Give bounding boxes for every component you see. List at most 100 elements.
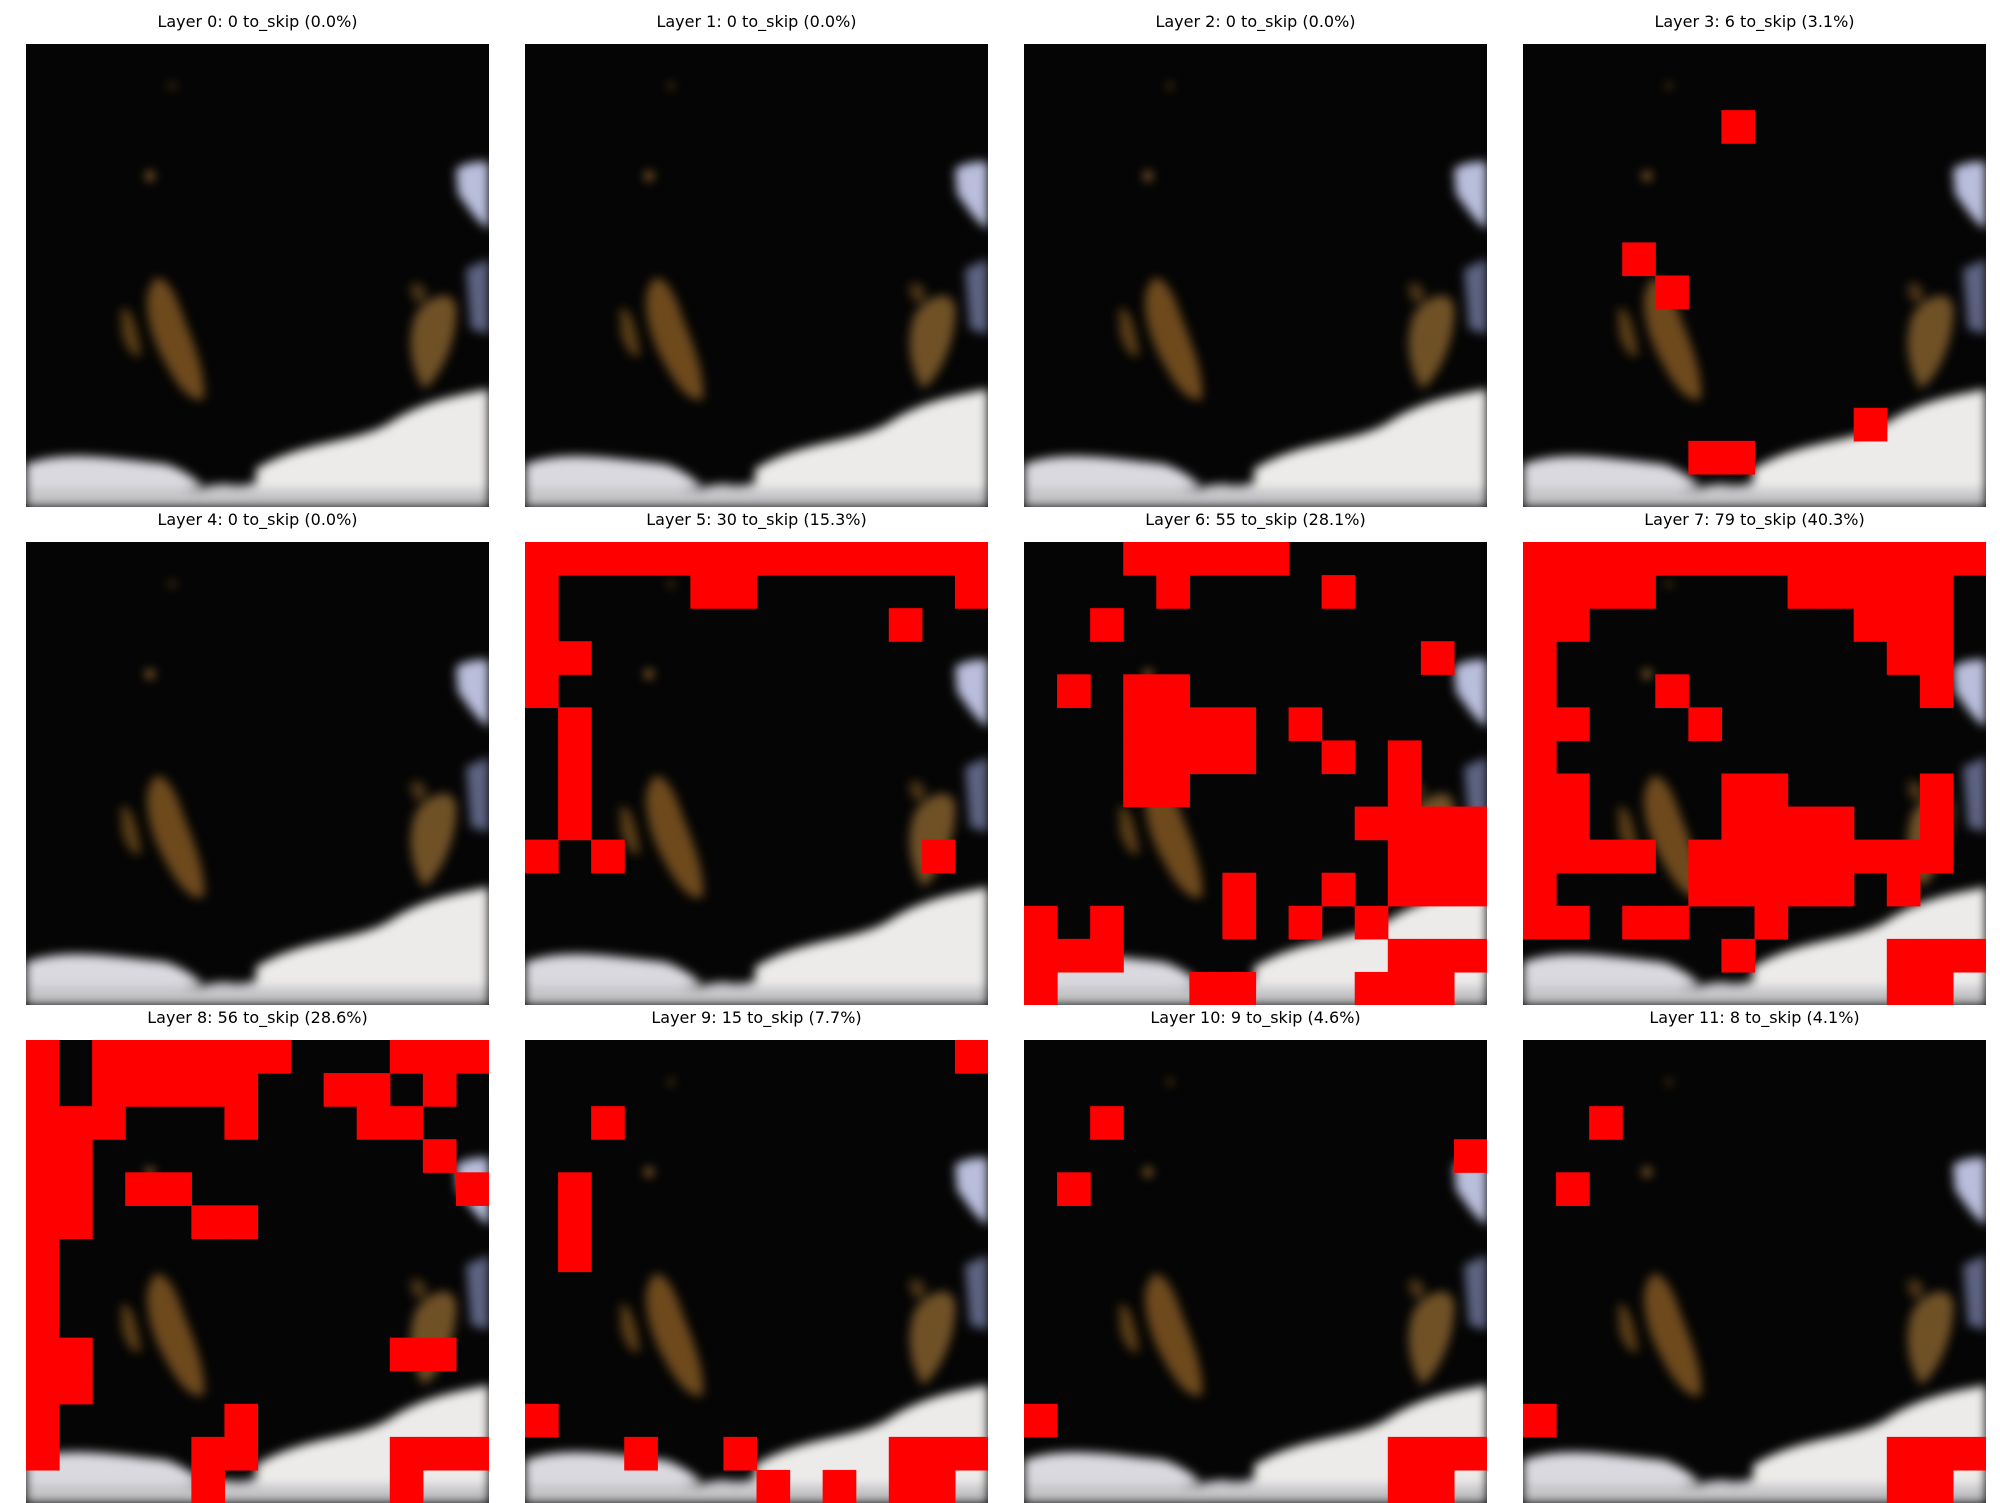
skip-cell — [1853, 839, 1888, 874]
skip-cell — [1222, 542, 1257, 576]
skip-cell — [26, 1205, 60, 1240]
skip-cell — [558, 740, 592, 775]
skip-cell — [1919, 641, 1954, 675]
skip-cell — [558, 641, 592, 675]
skip-cell — [26, 1139, 60, 1173]
panel-image — [26, 542, 489, 1005]
skip-mask — [1523, 1106, 1986, 1503]
skip-cell — [1886, 938, 1921, 973]
skip-cell — [1721, 773, 1756, 808]
skip-cell — [1754, 773, 1789, 808]
skip-cell — [1222, 740, 1257, 775]
skip-cell — [1420, 806, 1455, 841]
skip-cell — [1556, 707, 1590, 742]
skip-cell — [921, 1436, 956, 1471]
skip-cell — [191, 1436, 226, 1471]
skip-cell — [1523, 806, 1557, 841]
skip-cell — [1787, 542, 1822, 576]
skip-cell — [1523, 674, 1557, 708]
skip-cell — [954, 542, 988, 576]
panel-title: Layer 5: 30 to_skip (15.3%) — [646, 510, 867, 529]
skip-cell — [558, 1205, 592, 1240]
skip-cell — [1655, 905, 1689, 940]
scene-photo — [26, 1079, 489, 1503]
skip-cell — [1853, 608, 1888, 642]
skip-cell — [422, 1337, 457, 1372]
skip-cell — [1321, 575, 1356, 609]
skip-cell — [1321, 872, 1356, 907]
skip-cell — [525, 641, 559, 675]
skip-cell — [1952, 938, 1986, 973]
skip-cell — [1952, 1436, 1986, 1471]
skip-cell — [1589, 1106, 1623, 1140]
layer-panel: Layer 7: 79 to_skip (40.3%) — [1523, 506, 1986, 1005]
skip-cell — [455, 1172, 489, 1206]
skip-cell — [1721, 806, 1756, 841]
layer-panel: Layer 4: 0 to_skip (0.0%) — [26, 506, 489, 1005]
skip-cell — [822, 1469, 857, 1503]
skip-cell — [525, 542, 559, 576]
skip-cell — [1420, 872, 1455, 907]
skip-cell — [92, 1073, 126, 1107]
skip-cell — [1255, 542, 1290, 576]
layer-panel: Layer 5: 30 to_skip (15.3%) — [525, 506, 988, 1005]
skip-cell — [1820, 872, 1855, 907]
skip-cell — [888, 1436, 923, 1471]
skip-cell — [1420, 1436, 1455, 1471]
skip-cell — [1523, 839, 1557, 874]
skip-cell — [1387, 773, 1422, 808]
skip-cell — [1354, 905, 1389, 940]
skip-cell — [1523, 773, 1557, 808]
skip-cell — [1886, 575, 1921, 609]
skip-cell — [888, 1469, 923, 1503]
skip-cell — [1387, 839, 1422, 874]
skip-cell — [1721, 440, 1756, 475]
skip-cell — [1453, 872, 1487, 907]
skip-cell — [389, 1469, 424, 1503]
skip-cell — [1919, 674, 1954, 708]
skip-cell — [26, 1073, 60, 1107]
skip-cell — [59, 1172, 93, 1206]
skip-cell — [1090, 905, 1124, 940]
skip-cell — [1622, 575, 1656, 609]
skip-cell — [1886, 1436, 1921, 1471]
panel-image — [26, 1040, 489, 1503]
skip-cell — [26, 1106, 60, 1140]
skip-cell — [591, 1106, 625, 1140]
skip-cell — [1820, 542, 1855, 576]
skip-cell — [1919, 1436, 1954, 1471]
skip-cell — [191, 1073, 226, 1107]
skip-cell — [822, 542, 857, 576]
skip-cell — [92, 1106, 126, 1140]
skip-cell — [723, 542, 758, 576]
skip-cell — [1024, 1403, 1058, 1438]
skip-cell — [1453, 839, 1487, 874]
layer-panel: Layer 3: 6 to_skip (3.1%) — [1523, 8, 1986, 507]
skip-cell — [1523, 608, 1557, 642]
skip-cell — [59, 1139, 93, 1173]
skip-cell — [1556, 806, 1590, 841]
layer-panel: Layer 0: 0 to_skip (0.0%) — [26, 8, 489, 507]
skip-cell — [1523, 740, 1557, 775]
skip-cell — [1919, 542, 1954, 576]
skip-cell — [723, 575, 758, 609]
skip-cell — [1721, 938, 1756, 973]
skip-cell — [1886, 872, 1921, 907]
skip-cell — [1919, 806, 1954, 841]
skip-cell — [1189, 971, 1224, 1005]
skip-cell — [1523, 542, 1557, 576]
skip-cell — [558, 1238, 592, 1273]
panel-title: Layer 4: 0 to_skip (0.0%) — [157, 510, 358, 529]
skip-cell — [1886, 1469, 1921, 1503]
skip-cell — [1655, 542, 1689, 576]
skip-cell — [1853, 542, 1888, 576]
skip-mask — [525, 542, 988, 874]
skip-cell — [1387, 1436, 1422, 1471]
skip-cell — [1189, 542, 1224, 576]
skip-cell — [1721, 872, 1756, 907]
skip-cell — [1853, 575, 1888, 609]
panel-image — [525, 1040, 988, 1503]
panel-canvas — [26, 542, 489, 1005]
skip-cell — [1387, 806, 1422, 841]
skip-cell — [224, 1073, 259, 1107]
